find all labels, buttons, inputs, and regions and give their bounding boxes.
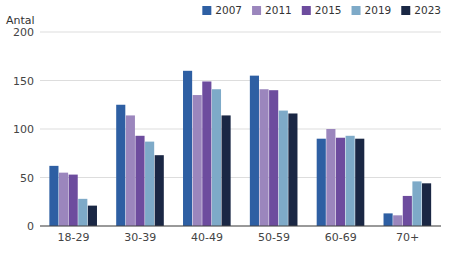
- grid-line: [40, 32, 441, 33]
- y-tick-label: 100: [13, 123, 34, 136]
- bar: [422, 183, 431, 226]
- bar: [288, 113, 297, 226]
- bar: [317, 139, 326, 226]
- y-tick-label: 50: [20, 172, 34, 185]
- bar: [59, 173, 68, 226]
- bar: [222, 115, 231, 226]
- grid-line: [40, 226, 441, 227]
- x-tick-label: 60-69: [325, 231, 357, 244]
- grid-line: [40, 80, 441, 81]
- bar: [403, 196, 412, 226]
- grid-line: [40, 177, 441, 178]
- bar: [202, 81, 211, 226]
- x-tick-label: 30-39: [124, 231, 156, 244]
- bar: [326, 129, 335, 226]
- bar: [279, 111, 288, 226]
- bar: [269, 90, 278, 226]
- x-tick-label: 50-59: [258, 231, 290, 244]
- x-tick-label: 18-29: [57, 231, 89, 244]
- y-tick-label: 150: [13, 75, 34, 88]
- y-tick-label: 200: [13, 26, 34, 39]
- legend-label: 2011: [265, 4, 292, 16]
- bar: [384, 213, 393, 226]
- bar: [183, 71, 192, 226]
- bar: [155, 155, 164, 226]
- bar: [78, 199, 87, 226]
- legend-swatch: [401, 6, 410, 15]
- bar: [116, 105, 125, 226]
- bar: [193, 95, 202, 226]
- legend-swatch: [202, 6, 211, 15]
- grid-line: [40, 129, 441, 130]
- bar: [69, 175, 78, 226]
- legend-label: 2015: [315, 4, 342, 16]
- x-tick-label: 40-49: [191, 231, 223, 244]
- bar: [346, 136, 355, 226]
- bar: [88, 206, 97, 226]
- y-tick-label: 0: [27, 220, 34, 233]
- bar: [49, 166, 58, 226]
- legend-swatch: [302, 6, 311, 15]
- legend: 2007 2011 2015 2019 2023: [202, 4, 441, 16]
- bar: [259, 89, 268, 226]
- chart: 0 50 100 150 200Antal 18-29 30-39 40-49 50-59 60-…: [0, 0, 451, 254]
- bar: [126, 115, 135, 226]
- bar: [250, 76, 259, 226]
- bar: [135, 136, 144, 226]
- legend-label: 2023: [414, 4, 441, 16]
- y-axis-label: Antal: [6, 14, 35, 27]
- bar: [336, 138, 345, 226]
- legend-swatch: [252, 6, 261, 15]
- legend-label: 2007: [215, 4, 242, 16]
- bar: [393, 215, 402, 226]
- bar: [412, 181, 421, 226]
- bar: [212, 89, 221, 226]
- bars: [49, 71, 431, 226]
- bar: [145, 142, 154, 226]
- bar: [355, 139, 364, 226]
- x-axis-line: [40, 226, 441, 227]
- x-tick-label: 70+: [396, 231, 419, 244]
- legend-label: 2019: [365, 4, 392, 16]
- legend-swatch: [352, 6, 361, 15]
